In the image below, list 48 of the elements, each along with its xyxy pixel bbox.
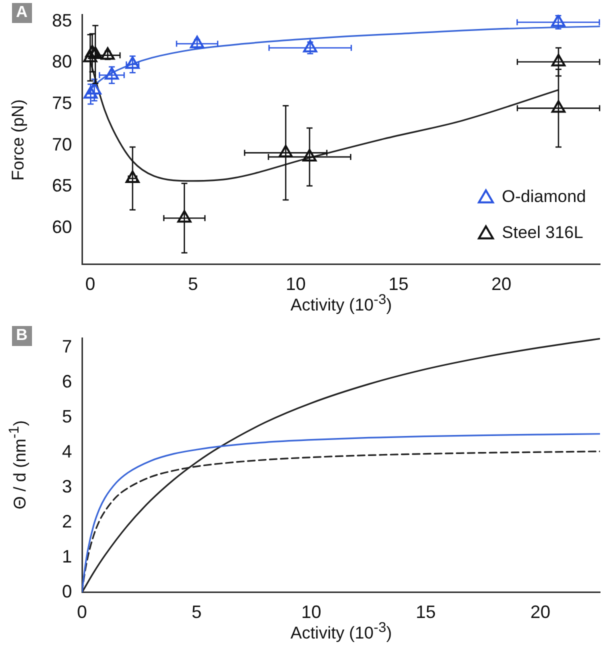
y-tick-label: 65: [52, 176, 72, 196]
x-tick-label: 5: [188, 274, 198, 294]
x-tick-label: 20: [491, 274, 512, 294]
point: [100, 47, 115, 60]
y-tick-label: 3: [62, 476, 72, 496]
point: [84, 86, 98, 99]
point: [302, 148, 317, 162]
y-tick-label: 85: [52, 10, 72, 30]
y-tick-label: 1: [62, 546, 72, 566]
point: [126, 56, 140, 69]
legend-label: O-diamond: [502, 187, 586, 206]
point: [177, 210, 192, 223]
legend-label: Steel 316L: [502, 223, 584, 242]
point: [551, 14, 566, 27]
point: [551, 54, 566, 66]
point: [85, 44, 100, 58]
x-tick-label: 0: [85, 274, 96, 294]
y-tick-label: 70: [52, 134, 72, 154]
y-tick-label: 75: [52, 93, 72, 114]
point: [83, 50, 98, 62]
y-tick-label: 2: [62, 511, 72, 532]
y-tick-label: 4: [62, 441, 72, 462]
x-tick-label: 10: [301, 602, 322, 622]
x-tick-label: 10: [286, 274, 306, 294]
point: [104, 67, 119, 80]
y-tick-label: 0: [62, 581, 72, 602]
y-tick-label: 60: [52, 217, 72, 238]
y-tick-label: 7: [62, 336, 72, 356]
y-tick-label: 6: [62, 371, 72, 392]
x-axis-title: Activity (10$^{-3}$): [290, 292, 392, 315]
text: B: [12, 326, 32, 346]
x-tick-label: 5: [192, 602, 202, 622]
point: [278, 144, 293, 158]
y-tick-label: 5: [62, 406, 72, 426]
point: [190, 36, 204, 48]
text: A: [12, 2, 32, 23]
x-tick-label: 15: [416, 602, 436, 622]
x-axis-title: Activity (10$^{-3}$): [290, 620, 392, 643]
x-tick-label: 0: [76, 602, 88, 622]
point: [88, 46, 102, 59]
x-tick-label: 15: [388, 274, 409, 294]
y-tick-label: 80: [52, 52, 72, 72]
point: [303, 40, 318, 52]
x-tick-label: 20: [530, 602, 550, 622]
y-axis-title: Force (pN): [8, 98, 28, 180]
point: [551, 100, 566, 113]
point: [87, 82, 102, 95]
point: [126, 170, 140, 183]
